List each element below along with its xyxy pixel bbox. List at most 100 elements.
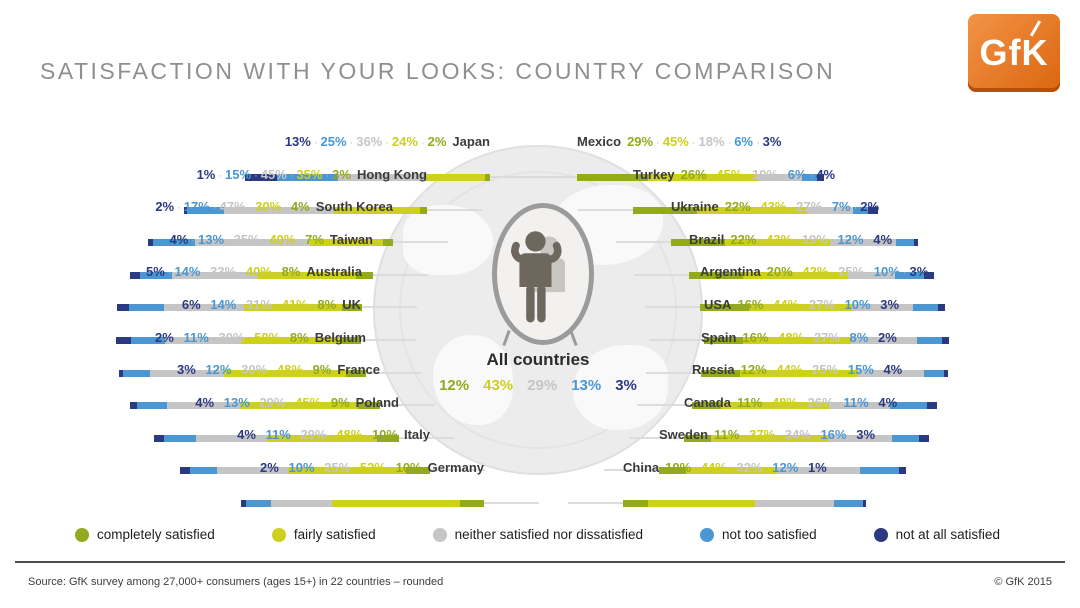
bar-segment-not_too <box>892 434 920 442</box>
bar-segment-not_at_all <box>899 467 907 475</box>
value-separator: · <box>212 202 217 215</box>
country-row-south-korea: 2% · 17% · 47% · 30% · 4% South Korea <box>148 199 448 251</box>
value-fairly: 30% <box>255 199 282 215</box>
value-neither: 35% <box>233 231 260 247</box>
value-not_at_all: 3% <box>856 427 876 443</box>
value-separator: · <box>836 397 841 410</box>
all-countries-label: All countries <box>486 350 590 369</box>
value-not_too: 17% <box>183 199 210 215</box>
value-separator: · <box>813 430 818 443</box>
value-neither: 27% <box>813 329 840 345</box>
value-not_at_all: 2% <box>260 460 279 475</box>
legend-label: not too satisfied <box>722 527 817 542</box>
value-separator: · <box>805 365 810 378</box>
value-separator: · <box>227 234 231 247</box>
value-not_at_all: 2% <box>860 199 880 215</box>
bar-segment-not_too <box>129 304 164 312</box>
row-values-line: Russia 12% · 44% · 25% · 15% · 4% <box>692 363 937 378</box>
satisfaction-bar <box>634 271 934 279</box>
page-title: SATISFACTION WITH YOUR LOOKS: COUNTRY CO… <box>40 58 836 84</box>
bar-segment-fairly <box>721 402 830 410</box>
value-neither: 18% <box>698 134 725 149</box>
bar-segment-completely <box>684 434 711 442</box>
value-separator: · <box>305 365 310 378</box>
row-values-line: Mexico 29% · 45% · 18% · 6% · 3% <box>577 135 824 150</box>
bar-segment-neither <box>848 271 895 279</box>
value-not_at_all: 4% <box>873 231 893 247</box>
bar-segment-completely <box>383 239 393 247</box>
value-not_at_all: 3% <box>762 134 782 149</box>
value-fairly: 44% <box>700 460 727 475</box>
bar-segment-neither <box>166 402 241 410</box>
value-completely: 22% <box>730 231 757 247</box>
bar-segment-not_too <box>859 467 900 475</box>
legend: completely satisfied fairly satisfied neit… <box>75 527 1000 542</box>
value-separator: · <box>167 267 172 280</box>
bar-segment-not_at_all <box>868 206 878 214</box>
value-separator: · <box>262 234 267 247</box>
bar-segment-neither <box>758 174 803 181</box>
row-values-line: 13% · 25% · 36% · 24% · 2% Japan <box>245 135 490 150</box>
value-completely: 16% <box>742 329 769 345</box>
satisfaction-bar <box>241 500 539 507</box>
value-separator: · <box>298 234 303 247</box>
bar-segment-not_too <box>894 271 925 279</box>
value-separator: · <box>778 430 782 443</box>
value-separator: · <box>270 365 274 378</box>
bar-segment-completely <box>376 434 399 442</box>
country-label: Canada <box>684 394 731 410</box>
value-fairly: 37% <box>749 427 776 443</box>
country-row-italy: 4% · 11% · 29% · 48% · 10% Italy <box>180 427 485 479</box>
value-neither: 26% <box>807 394 834 410</box>
satisfaction-bar <box>117 304 417 312</box>
satisfaction-bar <box>245 174 545 181</box>
row-values-line: Turkey 26% · 45% · 19% · 6% · 4% <box>633 166 878 183</box>
value-separator: · <box>388 463 393 475</box>
bar-connector-line <box>645 306 700 309</box>
country-label: Turkey <box>633 166 675 182</box>
value-separator: · <box>252 397 257 410</box>
country-row-belgium: 2% · 11% · 30% · 50% · 8% Belgium <box>118 330 421 382</box>
legend-item-fairly-satisfied: fairly satisfied <box>271 527 376 542</box>
satisfaction-bar <box>522 174 825 181</box>
bar-segment-neither <box>857 369 924 377</box>
bar-segment-not_too <box>137 402 167 410</box>
value-separator: · <box>283 332 287 345</box>
value-completely: 8% <box>281 264 301 280</box>
value-separator: · <box>873 300 878 312</box>
value-separator: · <box>876 365 881 378</box>
value-not_too: 12% <box>837 231 864 247</box>
value-fairly: 48% <box>778 329 805 345</box>
continent-shape <box>433 335 513 425</box>
country-row-argentina: Argentina 20% · 42% · 25% · 10% · 3% <box>645 265 945 316</box>
bar-segment-completely <box>689 271 743 279</box>
value-separator: · <box>801 463 805 475</box>
value-separator: · <box>365 430 369 443</box>
value-separator: · <box>289 169 294 182</box>
value-separator: · <box>807 332 811 345</box>
value-neither: 32% <box>736 460 763 475</box>
gfk-logo-text: GfK <box>979 32 1049 73</box>
value-separator: · <box>385 137 389 149</box>
bar-segment-completely <box>659 467 686 475</box>
bar-segment-completely <box>623 500 648 507</box>
value-separator: · <box>841 365 845 378</box>
bar-connector-line <box>649 339 704 341</box>
value-separator: · <box>203 300 208 312</box>
bar-connector-line <box>522 176 577 178</box>
bar-segment-completely <box>357 402 380 410</box>
bar-segment-not_too <box>246 500 271 507</box>
bar-segment-not_too <box>853 206 869 214</box>
bar-segment-fairly <box>240 337 342 344</box>
bar-segment-completely <box>405 467 430 475</box>
bar-segment-neither <box>194 239 310 247</box>
satisfaction-bar <box>616 239 919 247</box>
value-not_at_all: 13% <box>284 134 311 149</box>
country-label: Italy <box>403 427 430 443</box>
value-neither: 19% <box>752 166 779 182</box>
bar-segment-not_at_all <box>118 369 124 377</box>
bar-segment-neither <box>270 500 333 507</box>
legend-label: neither satisfied nor dissatisfied <box>454 527 644 542</box>
footer-divider <box>15 561 1065 563</box>
bar-segment-fairly <box>333 206 420 214</box>
